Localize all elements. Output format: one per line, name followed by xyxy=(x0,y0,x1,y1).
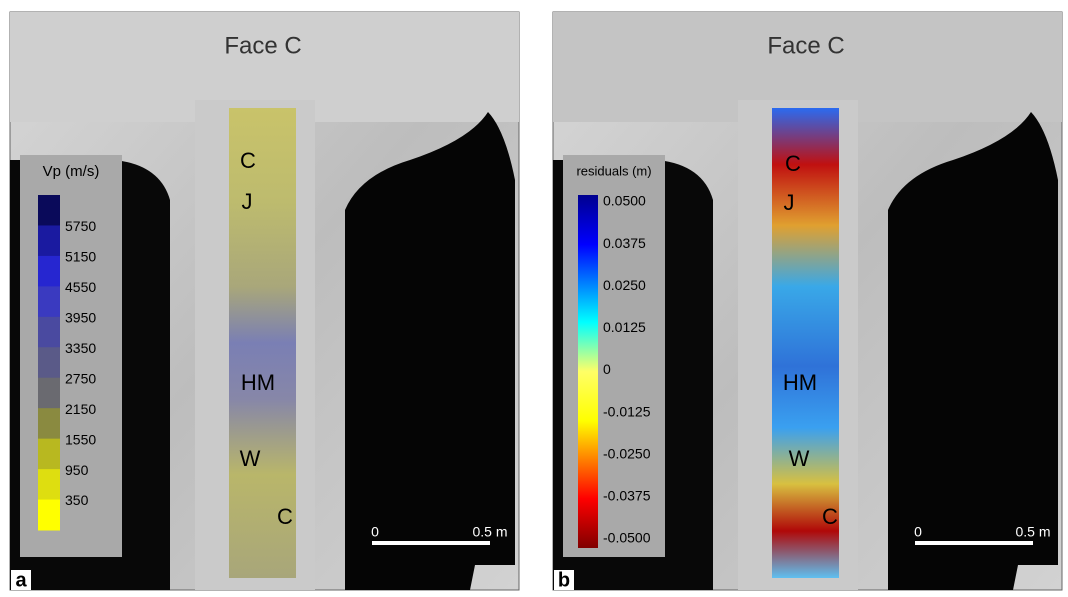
annotation: J xyxy=(242,189,253,214)
colorbar-step xyxy=(38,256,60,287)
colorbar-tick-label: 0 xyxy=(603,361,611,377)
colorbar-tick-label: -0.0375 xyxy=(603,488,651,504)
annotation: J xyxy=(784,190,795,215)
colorbar-step xyxy=(38,225,60,256)
colorbar-tick-label: 5150 xyxy=(65,249,96,265)
face-title: Face C xyxy=(767,32,844,59)
figure: Face C Vp (m/s) 5750 5150 4550 3950 3350 2750 21… xyxy=(0,0,1068,592)
colorbar-title: residuals (m) xyxy=(576,163,651,178)
colorbar-step xyxy=(38,469,60,500)
panel: Face C Vp (m/s) 5750 5150 4550 3950 3350 2750 21… xyxy=(10,12,519,591)
annotation: HM xyxy=(783,370,817,395)
colorbar-tick-label: 0.0125 xyxy=(603,319,646,335)
colorbar-tick-label: 0.0375 xyxy=(603,235,646,251)
colorbar-step xyxy=(38,439,60,470)
scale-end: 0.5 m xyxy=(472,524,507,540)
panel: Face C residuals (m) 0.0500 0.0375 0.0250 0.0… xyxy=(553,12,1062,591)
colorbar-step xyxy=(38,408,60,439)
colorbar-tick-label: -0.0500 xyxy=(603,530,651,546)
colorbar-step xyxy=(38,317,60,348)
colorbar-tick-label: 2150 xyxy=(65,401,96,417)
colorbar-step xyxy=(38,347,60,378)
colorbar-step xyxy=(38,378,60,409)
colorbar-tick-label: 3350 xyxy=(65,340,96,356)
colorbar-title: Vp (m/s) xyxy=(43,163,100,180)
annotation: W xyxy=(789,446,810,471)
annotation: W xyxy=(240,446,261,471)
colorbar-tick-label: 2750 xyxy=(65,370,96,386)
colorbar-ramp xyxy=(578,195,598,548)
scale-start: 0 xyxy=(914,524,922,540)
scale-start: 0 xyxy=(371,524,379,540)
annotation: HM xyxy=(241,370,275,395)
colorbar-tick-label: 0.0250 xyxy=(603,277,646,293)
panel-letter: b xyxy=(558,569,570,591)
colorbar-tick-label: 350 xyxy=(65,492,89,508)
colorbar-tick-label: 5750 xyxy=(65,218,96,234)
annotation: C xyxy=(240,148,256,173)
annotation: C xyxy=(277,504,293,529)
colorbar-tick-label: 1550 xyxy=(65,431,96,447)
right-opening xyxy=(345,112,515,590)
face-title: Face C xyxy=(224,32,301,59)
scale-end: 0.5 m xyxy=(1015,524,1050,540)
colorbar-tick-label: 4550 xyxy=(65,279,96,295)
colorbar-tick-label: -0.0250 xyxy=(603,445,651,461)
annotation: C xyxy=(785,151,801,176)
panel-letter: a xyxy=(15,569,27,591)
colorbar-tick-label: 950 xyxy=(65,462,89,478)
annotation: C xyxy=(822,504,838,529)
colorbar-tick-label: 3950 xyxy=(65,310,96,326)
right-opening xyxy=(888,112,1058,590)
colorbar-tick-label: 0.0500 xyxy=(603,193,646,209)
colorbar-tick-label: -0.0125 xyxy=(603,403,651,419)
colorbar-step xyxy=(38,500,60,531)
colorbar-step xyxy=(38,195,60,226)
colorbar-step xyxy=(38,286,60,317)
